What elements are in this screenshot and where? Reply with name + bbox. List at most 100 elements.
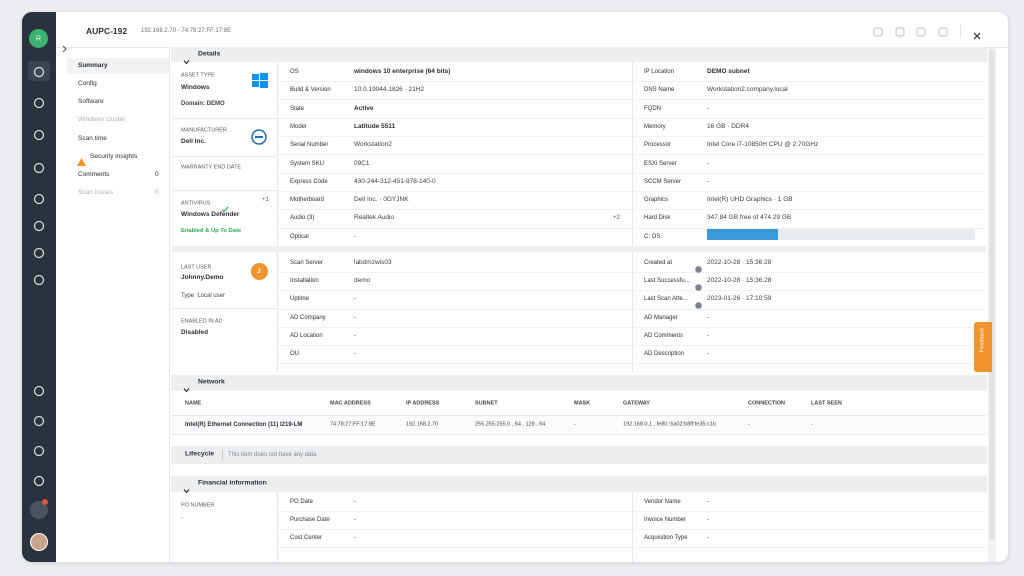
row-divider bbox=[278, 209, 632, 211]
network-title: Network bbox=[198, 378, 225, 386]
field-label: Last Scan Atte... bbox=[644, 296, 688, 303]
sidebar-icon[interactable] bbox=[33, 414, 45, 427]
windows-logo-shape bbox=[252, 74, 259, 80]
field-label: Created at bbox=[644, 260, 673, 266]
nav-item[interactable]: Windows cluster bbox=[78, 115, 126, 123]
toolbar-divider bbox=[960, 24, 961, 38]
sidebar-icon-shape bbox=[33, 274, 45, 286]
nav-item[interactable]: Software bbox=[78, 97, 104, 105]
nav-item[interactable]: Summary bbox=[78, 61, 108, 69]
section-toggle-shape bbox=[183, 59, 190, 64]
row-divider bbox=[632, 547, 986, 548]
card-divider bbox=[172, 156, 278, 157]
toolbar-icon[interactable] bbox=[894, 25, 906, 37]
field-label: AD Comments bbox=[644, 332, 684, 339]
sidebar-icon[interactable] bbox=[33, 246, 45, 259]
toolbar-icon[interactable] bbox=[872, 25, 884, 37]
field-value: Workstation2.company.local bbox=[707, 86, 788, 94]
nav-active-bg bbox=[67, 58, 169, 74]
table-header: SUBNET bbox=[475, 400, 498, 407]
field-value: demo bbox=[354, 276, 371, 284]
close-button-shape bbox=[973, 32, 981, 40]
card-label: MANUFACTURER bbox=[181, 127, 227, 134]
sidebar-icon[interactable] bbox=[33, 65, 45, 78]
field-label: Serial Number bbox=[290, 142, 329, 149]
sidebar-icon-shape bbox=[33, 162, 45, 174]
table-header: CONNECTION bbox=[748, 400, 785, 407]
feedback-tab[interactable] bbox=[974, 322, 992, 372]
nav-item[interactable]: Scan issues bbox=[78, 188, 114, 196]
toolbar-icon[interactable] bbox=[915, 25, 927, 37]
sidebar-icon[interactable] bbox=[33, 444, 45, 457]
sidebar-icon[interactable] bbox=[33, 474, 45, 487]
info-icon[interactable] bbox=[695, 260, 702, 273]
row-divider bbox=[632, 272, 986, 274]
nav-item[interactable]: Config bbox=[78, 79, 97, 87]
warning-icon-shape bbox=[77, 158, 86, 166]
field-value: Active bbox=[354, 104, 374, 112]
sidebar-icon[interactable] bbox=[33, 192, 45, 205]
field-value: labdmzwis03 bbox=[354, 258, 392, 266]
field-label: AD Description bbox=[644, 351, 685, 357]
sidebar-icon[interactable] bbox=[33, 96, 45, 109]
field-label: Optical bbox=[290, 233, 309, 240]
sidebar-icon[interactable] bbox=[33, 128, 45, 141]
sidebar-icon[interactable] bbox=[33, 273, 45, 286]
row-divider bbox=[632, 245, 986, 247]
toolbar-icon-shape bbox=[916, 27, 926, 37]
field-label: AD Manager bbox=[644, 314, 678, 321]
toolbar-icon-shape bbox=[938, 27, 948, 37]
field-label: PO Date bbox=[290, 499, 314, 505]
field-label: Build & Version bbox=[290, 87, 331, 94]
field-extra: +2 bbox=[613, 215, 620, 222]
row-divider bbox=[632, 209, 986, 211]
row-divider bbox=[278, 272, 632, 274]
field-value: - bbox=[707, 159, 710, 167]
network-bar bbox=[171, 375, 987, 391]
column-divider bbox=[632, 62, 633, 246]
sidebar-icon-shape bbox=[33, 220, 45, 232]
field-value: Workstation2 bbox=[354, 140, 392, 148]
feedback-label[interactable]: Feedback bbox=[979, 327, 986, 353]
field-label: Express Code bbox=[290, 178, 328, 185]
section-toggle-shape bbox=[183, 388, 190, 393]
section-toggle[interactable] bbox=[183, 481, 190, 494]
field-value: Dell Inc. · 0GYJNK bbox=[354, 195, 409, 203]
info-icon-shape bbox=[695, 265, 702, 273]
sidebar-icon[interactable] bbox=[33, 384, 45, 397]
section-toggle[interactable] bbox=[183, 380, 190, 393]
collapse-arrow[interactable] bbox=[61, 40, 68, 53]
nav-panel bbox=[66, 48, 170, 562]
table-header: IP ADDRESS bbox=[406, 400, 440, 407]
sidebar-icon[interactable] bbox=[33, 161, 45, 174]
row-divider bbox=[278, 190, 632, 192]
row-divider bbox=[278, 290, 632, 292]
row-divider bbox=[278, 99, 632, 101]
card-note: Type: Local user bbox=[181, 293, 226, 299]
field-label: Installation bbox=[290, 278, 319, 285]
info-icon[interactable] bbox=[695, 296, 702, 309]
field-value: 2022-10-28 · 15:36:28 bbox=[707, 276, 772, 284]
profile-photo[interactable] bbox=[30, 533, 48, 551]
section-toggle[interactable] bbox=[183, 52, 190, 64]
info-icon[interactable] bbox=[695, 278, 702, 291]
windows-logo-shape bbox=[260, 73, 268, 80]
nav-item[interactable]: Security insights bbox=[90, 152, 138, 160]
toolbar-icon[interactable] bbox=[937, 25, 949, 37]
column-divider bbox=[632, 252, 633, 372]
disk-bar-fill bbox=[707, 229, 779, 240]
card-divider bbox=[172, 190, 278, 191]
field-label: DNS Name bbox=[644, 87, 675, 94]
field-value: - bbox=[354, 331, 357, 339]
notification-icon[interactable] bbox=[30, 501, 48, 519]
nav-item[interactable]: Scan time bbox=[78, 134, 107, 142]
close-button[interactable] bbox=[973, 27, 981, 40]
toolbar-icon-shape bbox=[895, 27, 905, 37]
field-value: - bbox=[354, 533, 357, 541]
dell-logo-shape bbox=[255, 136, 263, 138]
table-header: MAC ADDRESS bbox=[330, 400, 371, 407]
card-note: Domain: DEMO bbox=[181, 101, 225, 107]
nav-item[interactable]: Comments bbox=[78, 170, 110, 178]
table-cell: 255.255.255.0 , 64 , 128 , 64 bbox=[475, 421, 546, 428]
sidebar-icon[interactable] bbox=[33, 219, 45, 232]
